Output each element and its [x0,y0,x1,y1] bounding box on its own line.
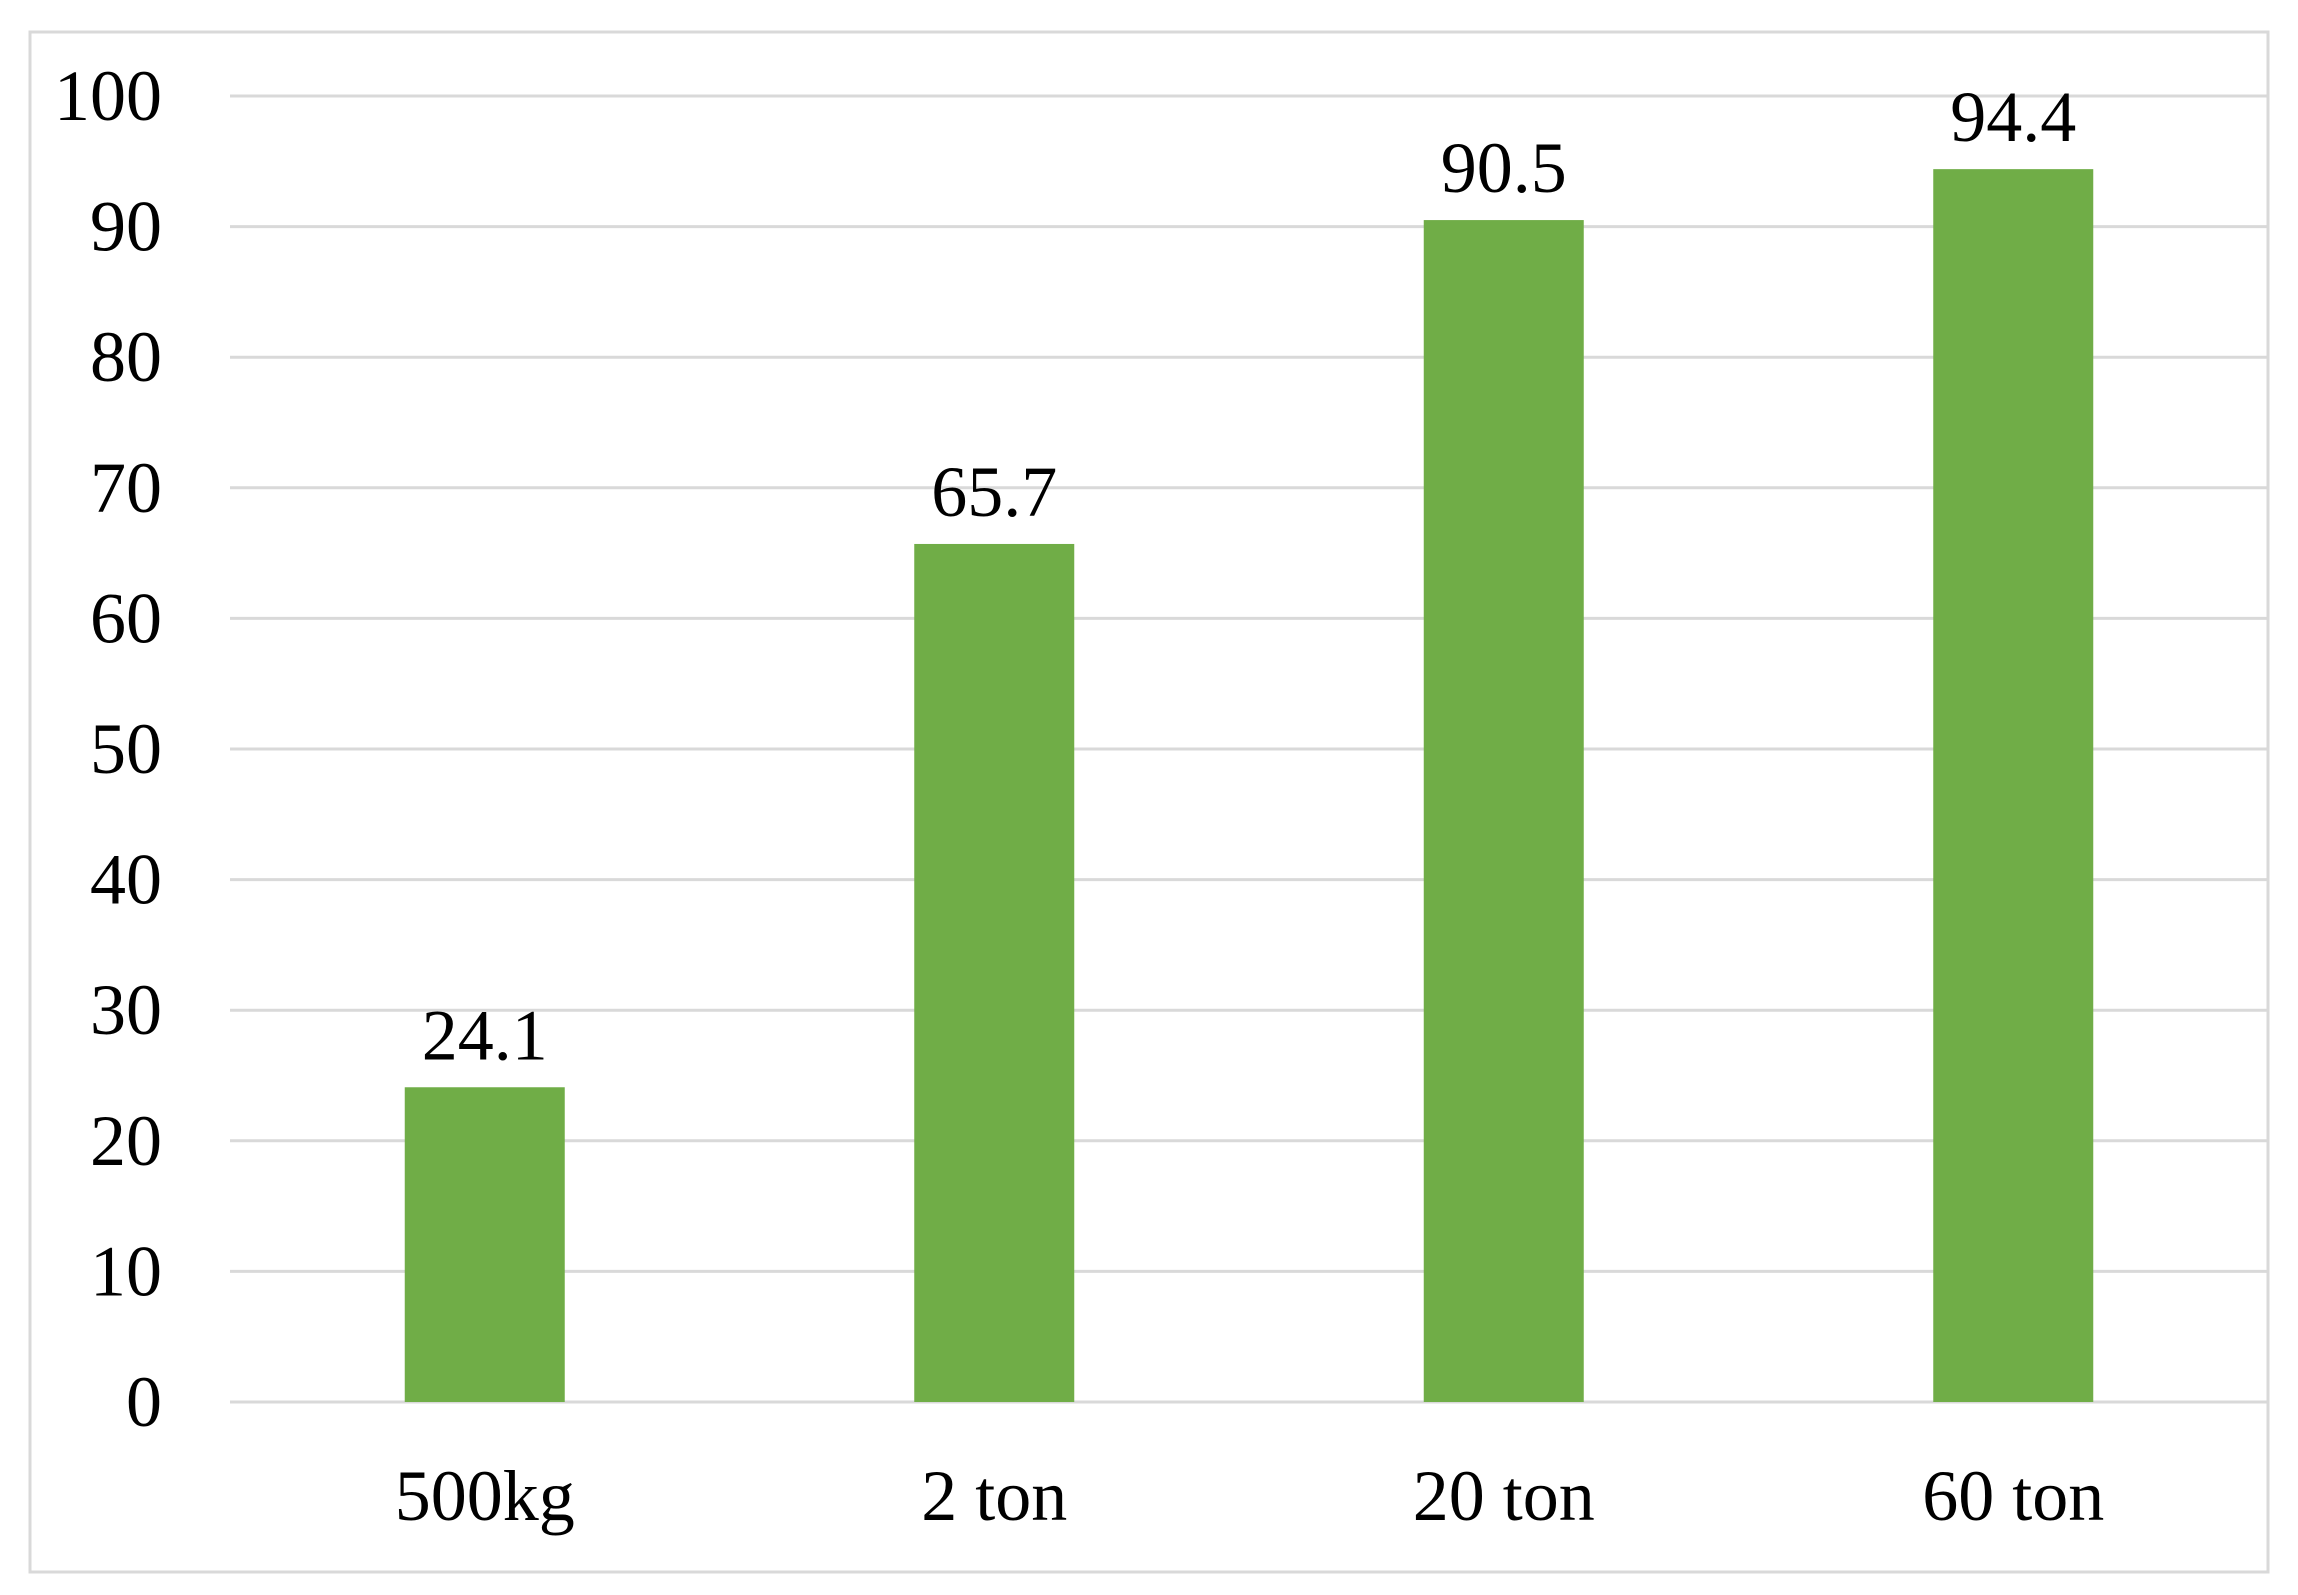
chart-border [28,30,2270,1574]
y-tick-label: 10 [90,1231,162,1311]
y-tick-label: 20 [90,1101,162,1181]
bar [404,1087,565,1402]
x-category-label: 2 ton [921,1456,1067,1536]
bar-value-label: 24.1 [422,995,548,1075]
y-tick-label: 0 [126,1362,162,1442]
bars [404,169,2094,1403]
y-tick-label: 50 [90,709,162,789]
bar [1423,220,1584,1402]
x-category-label: 500kg [395,1456,575,1536]
y-axis-ticks: 0 10 20 30 40 50 60 70 80 90 100 [54,56,162,1442]
bar-value-label: 94.4 [1950,77,2076,157]
bar [914,543,1075,1402]
y-tick-label: 70 [90,448,162,528]
x-category-label: 60 ton [1922,1456,2104,1536]
y-tick-label: 80 [90,317,162,397]
y-tick-label: 100 [54,56,162,136]
x-axis-categories: 500kg 2 ton 20 ton 60 ton [395,1456,2105,1536]
x-category-label: 20 ton [1413,1456,1595,1536]
y-tick-label: 30 [90,970,162,1050]
bar [1933,169,2094,1403]
y-tick-label: 40 [90,840,162,920]
data-labels: 24.1 65.7 90.5 94.4 [422,77,2077,1075]
gridlines [230,94,2268,1404]
y-tick-label: 60 [90,578,162,658]
y-tick-label: 90 [90,187,162,267]
bar-value-label: 90.5 [1441,128,1567,208]
bar-value-label: 65.7 [931,452,1057,532]
